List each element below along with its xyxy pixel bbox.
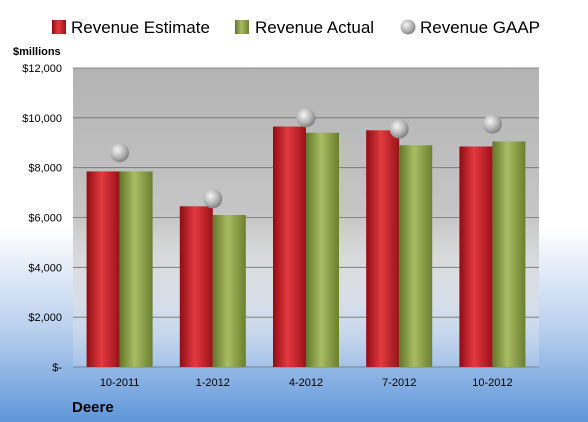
y-tick-label: $10,000 [22, 113, 62, 125]
legend-item-revenue-actual: Revenue Actual [235, 18, 374, 37]
x-tick-label: 10-2011 [100, 377, 140, 389]
bar-revenue-estimate [366, 130, 400, 367]
unit-label: $millions [13, 46, 61, 58]
legend-label-gaap: Revenue GAAP [420, 18, 540, 37]
x-tick-label: 7-2012 [382, 377, 416, 389]
x-tick-label: 10-2012 [472, 377, 512, 389]
y-tick-label: $8,000 [28, 163, 62, 175]
y-tick-label: $2,000 [28, 312, 62, 324]
point-revenue-gaap [482, 114, 502, 134]
y-tick-label: $6,000 [28, 213, 62, 225]
bar-revenue-actual [492, 141, 526, 367]
x-tick-label: 1-2012 [196, 377, 230, 389]
point-revenue-gaap [296, 108, 316, 128]
point-revenue-gaap [110, 143, 130, 163]
legend-swatch-gaap [400, 19, 416, 35]
point-revenue-gaap [203, 189, 223, 209]
bar-revenue-actual [306, 132, 339, 367]
bar-revenue-estimate [459, 146, 493, 367]
legend-item-revenue-estimate: Revenue Estimate [52, 18, 210, 37]
bar-revenue-estimate [179, 206, 213, 367]
bars [86, 126, 526, 367]
point-revenue-gaap [389, 119, 409, 139]
y-axis-ticks: $- $2,000 $4,000 $6,000 $8,000 $10,000 $12,000 [22, 63, 62, 374]
legend-swatch-actual [235, 20, 249, 34]
bar-revenue-actual [119, 171, 153, 367]
bar-revenue-actual [212, 215, 246, 367]
y-tick-label: $4,000 [28, 262, 62, 274]
bar-revenue-estimate [86, 171, 120, 367]
x-axis-ticks: 10-2011 1-2012 4-2012 7-2012 10-2012 [100, 377, 513, 389]
y-tick-label: $- [52, 362, 62, 374]
legend: Revenue Estimate Revenue Actual Revenue … [52, 18, 540, 37]
gaap-points [110, 108, 502, 209]
bar-revenue-actual [399, 145, 433, 367]
y-tick-label: $12,000 [22, 63, 62, 75]
bar-revenue-estimate [273, 126, 306, 367]
legend-label-actual: Revenue Actual [255, 18, 374, 37]
legend-label-estimate: Revenue Estimate [71, 18, 210, 37]
legend-item-revenue-gaap: Revenue GAAP [400, 18, 540, 37]
legend-swatch-estimate [52, 20, 66, 34]
x-tick-label: 4-2012 [289, 377, 323, 389]
company-label: Deere [72, 399, 114, 416]
